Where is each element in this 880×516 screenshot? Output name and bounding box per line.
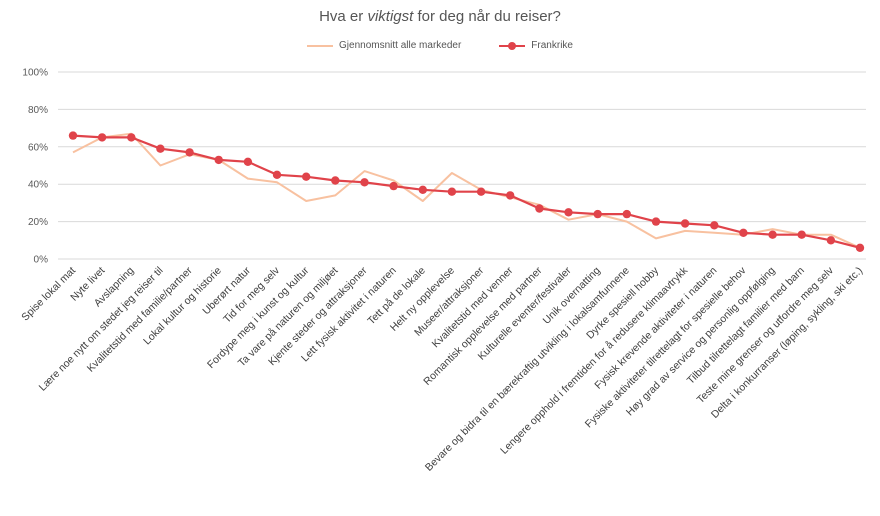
y-tick-label: 20%: [28, 217, 48, 228]
data-point-frankrike: [622, 209, 631, 219]
data-point-frankrike: [768, 230, 777, 239]
legend-swatch-average: [307, 41, 334, 51]
data-point-frankrike: [214, 155, 223, 165]
y-tick-label: 80%: [28, 105, 48, 116]
data-point-frankrike: [331, 176, 340, 185]
y-tick-label: 40%: [28, 180, 48, 191]
data-point-frankrike: [360, 178, 369, 187]
data-point-frankrike: [593, 209, 602, 219]
data-point-frankrike: [418, 185, 427, 194]
legend-item-frankrike: Frankrike: [499, 40, 573, 51]
data-point-frankrike: [68, 131, 78, 140]
legend-item-average: Gjennomsnitt alle markeder: [307, 40, 461, 51]
data-point-frankrike: [243, 157, 253, 166]
data-point-frankrike: [651, 217, 661, 226]
data-point-frankrike: [97, 133, 107, 142]
y-tick-label: 100%: [22, 68, 48, 79]
y-tick-label: 0%: [34, 255, 49, 266]
data-point-frankrike: [302, 172, 311, 181]
data-point-frankrike: [476, 187, 486, 196]
data-point-frankrike: [680, 219, 690, 228]
data-point-frankrike: [506, 191, 515, 200]
legend-label-average: Gjennomsnitt alle markeder: [339, 40, 462, 51]
x-tick-label: Teste mine grenser og utfordre meg selv: [695, 264, 837, 406]
series-line-frankrike: [72, 134, 861, 249]
data-point-frankrike: [185, 148, 194, 157]
data-point-frankrike: [535, 204, 544, 213]
data-point-frankrike: [272, 170, 282, 179]
chart-legend: Gjennomsnitt alle markeder Frankrike: [0, 40, 880, 51]
data-point-frankrike: [127, 133, 136, 142]
data-point-frankrike: [389, 181, 398, 191]
data-point-frankrike: [156, 144, 165, 153]
data-point-frankrike: [739, 228, 748, 237]
chart-title: Hva er viktigst for deg når du reiser?: [319, 8, 561, 25]
data-point-frankrike: [564, 208, 573, 217]
data-point-frankrike: [797, 230, 806, 239]
data-point-frankrike: [826, 236, 836, 245]
data-point-frankrike: [855, 243, 865, 252]
legend-label-frankrike: Frankrike: [531, 40, 573, 51]
legend-swatch-frankrike: [499, 41, 526, 51]
data-point-frankrike: [710, 221, 719, 230]
data-point-frankrike: [447, 187, 457, 196]
y-tick-label: 60%: [28, 142, 48, 153]
